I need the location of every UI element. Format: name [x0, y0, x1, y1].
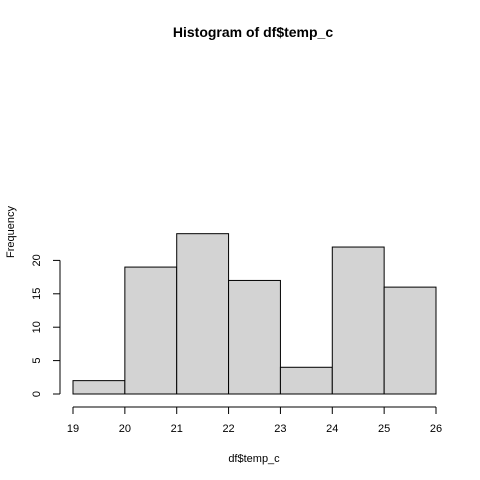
- x-axis-label: df$temp_c: [228, 453, 280, 465]
- x-tick-label: 26: [430, 423, 442, 435]
- histogram-bar: [383, 286, 437, 395]
- x-tick-label: 22: [222, 423, 234, 435]
- histogram-bar: [279, 366, 333, 395]
- histogram-bar: [124, 266, 178, 395]
- y-tick-label: 20: [31, 254, 43, 266]
- histogram-bar: [228, 279, 281, 395]
- x-tick-label: 21: [171, 423, 183, 435]
- y-tick-label: 10: [31, 321, 43, 333]
- histogram-bar: [72, 380, 126, 395]
- histogram-bar: [176, 233, 230, 395]
- x-tick-label: 23: [274, 423, 286, 435]
- x-tick-label: 25: [378, 423, 390, 435]
- x-axis: 19 20 21 22 23 24 25 26: [67, 406, 442, 435]
- bars-layer: [72, 233, 437, 395]
- x-tick-label: 24: [326, 423, 338, 435]
- y-tick-label: 15: [31, 288, 43, 300]
- chart-title: Histogram of df$temp_c: [173, 24, 333, 40]
- x-tick-label: 19: [67, 423, 79, 435]
- y-tick-label: 5: [31, 358, 43, 364]
- x-tick-label: 20: [119, 423, 131, 435]
- y-axis: 0 5 10 15 20: [31, 254, 61, 397]
- y-axis-label: Frequency: [5, 206, 17, 258]
- y-tick-label: 0: [31, 391, 43, 397]
- histogram-bar: [331, 246, 385, 395]
